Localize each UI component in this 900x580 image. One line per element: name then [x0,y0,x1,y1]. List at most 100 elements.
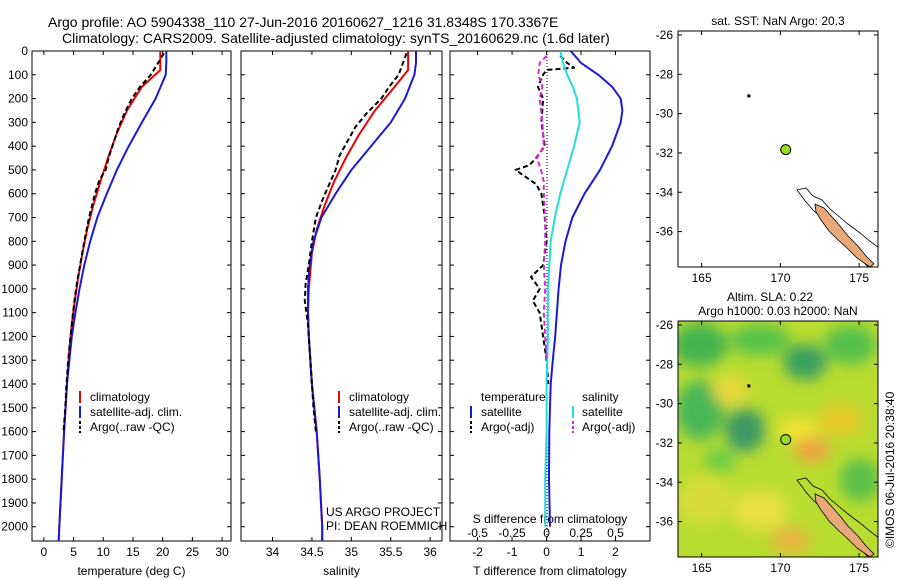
legend-label-s-satellite: satellite [582,405,623,419]
sla-map-field [678,321,878,557]
y-tick-label: 1500 [1,401,28,415]
sla-blob [840,458,878,502]
sla-blob [783,344,827,380]
y-tick-label: 800 [8,234,28,248]
y-tick-label: 2000 [1,520,28,534]
map-y-tick-label: -34 [656,475,674,489]
y-tick-label: 1800 [1,472,28,486]
y-tick-label: 1700 [1,448,28,462]
sla-blob [704,448,736,472]
sla-blob [818,404,862,436]
x-tick-label: 15 [126,545,140,559]
y-tick-label: 1300 [1,353,28,367]
legend-label-s-argo: Argo(-adj) [582,420,635,434]
difference-series-group [514,51,624,541]
x-tick-label: 30 [215,545,229,559]
salinity-panel-frame [240,50,443,542]
sla-map-subtitle: Argo h1000: 0.03 h2000: NaN [698,304,857,318]
sla-blob [678,323,728,367]
y-tick-label: 900 [8,258,28,272]
sla-map-frame [677,320,879,558]
map-x-tick-label: 175 [849,271,869,285]
y-tick-label: 0 [21,44,28,58]
sla-blob [679,476,731,524]
map-y-tick-label: -26 [656,318,674,332]
series-line-argo-raw-qc- [62,52,165,432]
map-y-tick-label: -28 [656,357,674,371]
y-tick-label: 1600 [1,425,28,439]
x-tick-label: 20 [156,545,170,559]
x2-tick-label: -0.25 [498,526,526,540]
map-y-tick-label: -32 [656,436,674,450]
sla-blob [730,324,790,356]
argo-float-marker [780,144,792,156]
series-line-t-argo-adj- [514,55,576,385]
y-tick-label: 1000 [1,282,28,296]
pi-note: PI: DEAN ROEMMICH [326,519,447,533]
series-line-climatology [307,51,410,541]
sla-blob [712,376,748,404]
reference-dot [747,94,751,98]
map-y-tick-label: -36 [656,515,674,529]
reference-dot [747,384,751,388]
x-tick-label: -2 [472,545,483,559]
x-tick-label: 34.5 [300,545,324,559]
map-y-tick-label: -30 [656,397,674,411]
legend-label-satellite: satellite-adj. clim. [90,405,182,419]
sla-blob [824,325,876,365]
y-tick-label: 400 [8,139,28,153]
x-tick-label: -1 [507,545,518,559]
x-tick-label: 35 [345,545,359,559]
x2-tick-label: 0.25 [569,526,593,540]
sla-map-title: Altim. SLA: 0.22 [727,290,813,304]
sst-map-frame [677,30,879,268]
series-line-t-satellite [548,51,624,527]
series-line-s-satellite [544,51,581,527]
map-x-tick-label: 165 [692,271,712,285]
sst-map-marks: 165 170 175 -26 -28 -30 -32 -34 -36 [656,28,878,285]
x-axis-label: T difference from climatology [473,564,627,578]
y-tick-label: 100 [8,68,28,82]
map-y-tick-label: -30 [656,107,674,121]
legend-label-t-satellite: satellite [481,405,522,419]
x-tick-label: 2 [612,545,619,559]
x-tick-label: 5 [70,545,77,559]
legend-header-temperature: temperature [481,390,546,404]
difference-legend: temperature salinity satellite Argo(-adj… [470,390,635,434]
series-line-satellite-adj-clim- [57,51,168,541]
difference-panel-frame [449,50,651,542]
x-tick-label: 34 [266,545,280,559]
y-tick-label: 1900 [1,496,28,510]
salinity-legend: climatology satellite-adj. clim. Argo(..… [326,390,447,533]
x-tick-label: 1 [578,545,585,559]
legend-label-satellite: satellite-adj. clim. [349,405,441,419]
salinity-series-group [303,51,417,541]
sla-map-marks: 165 170 175 -26 -28 -30 -32 -34 -36 [656,318,878,575]
x-tick-label: 10 [97,545,111,559]
sla-blob [732,490,788,530]
argo-float-marker [780,434,792,446]
x-tick-label: 35.5 [379,545,403,559]
temperature-legend: climatology satellite-adj. clim. Argo(..… [79,390,182,434]
map-x-tick-label: 175 [849,561,869,575]
imos-timestamp: ©IMOS 06-Jul-2016 20:38:40 [883,391,897,548]
sst-map-title: sat. SST: NaN Argo: 20.3 [711,14,845,28]
legend-header-salinity: salinity [582,390,619,404]
x-axis-label: temperature (deg C) [77,564,185,578]
map-x-tick-label: 170 [770,561,790,575]
temperature-panel-frame [31,50,232,542]
x2-tick-label: 0.5 [607,526,624,540]
map-x-tick-label: 165 [692,561,712,575]
map-y-tick-label: -32 [656,146,674,160]
legend-label-t-argo: Argo(-adj) [481,420,534,434]
y-tick-label: 1100 [2,306,28,320]
temperature-series-group [57,51,168,541]
y-tick-label: 200 [8,92,28,106]
x-tick-label: 36 [423,545,437,559]
sst-map-land [796,187,878,267]
map-y-tick-label: -28 [656,67,674,81]
sla-blob [725,408,765,452]
sla-blob [678,380,724,440]
